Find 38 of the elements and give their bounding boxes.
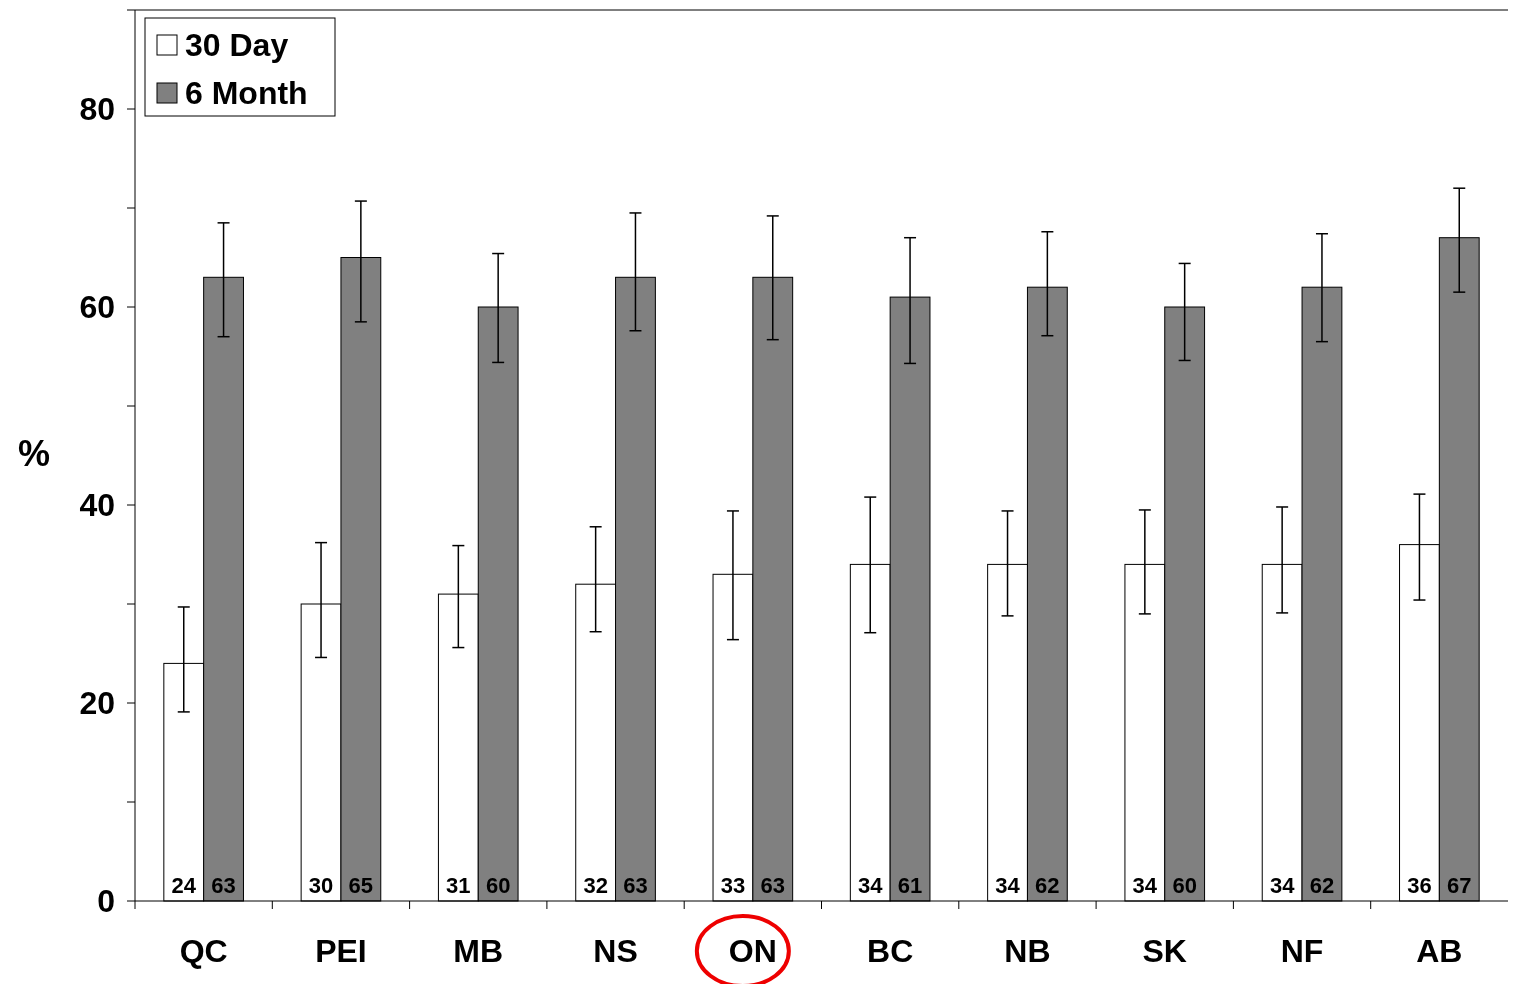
x-tick-label: NF bbox=[1280, 933, 1324, 969]
data-label: 24 bbox=[171, 873, 197, 898]
data-label: 61 bbox=[897, 873, 923, 898]
x-tick-label: ON bbox=[728, 933, 777, 969]
x-tick-label: BC bbox=[867, 933, 914, 969]
x-tick-label: AB bbox=[1416, 933, 1463, 969]
y-tick-label: 0 bbox=[97, 883, 115, 920]
data-label: 34 bbox=[858, 873, 884, 898]
data-label: 60 bbox=[1172, 873, 1197, 898]
x-tick-label: MB bbox=[453, 933, 504, 969]
data-label: 63 bbox=[760, 873, 785, 898]
y-tick-label: 40 bbox=[79, 487, 115, 524]
data-label: 62 bbox=[1035, 873, 1060, 898]
x-tick-label: QC bbox=[179, 933, 228, 969]
data-label: 67 bbox=[1447, 873, 1472, 898]
x-tick-label: NB bbox=[1004, 933, 1051, 969]
data-label: 62 bbox=[1309, 873, 1335, 898]
data-label: 34 bbox=[995, 873, 1021, 898]
data-label: 63 bbox=[211, 873, 236, 898]
y-tick-label: 80 bbox=[79, 91, 115, 128]
y-tick-label: 20 bbox=[79, 685, 115, 722]
legend-label: 30 Day bbox=[185, 27, 289, 64]
y-axis-title: % bbox=[17, 432, 51, 474]
x-tick-label: NS bbox=[593, 933, 638, 969]
data-label: 30 bbox=[308, 873, 334, 898]
legend-label: 6 Month bbox=[185, 75, 308, 112]
data-label: 60 bbox=[485, 873, 511, 898]
x-tick-label: SK bbox=[1142, 933, 1187, 969]
data-label: 31 bbox=[446, 873, 471, 898]
data-label: 65 bbox=[348, 873, 374, 898]
data-label: 36 bbox=[1407, 873, 1432, 898]
data-label: 63 bbox=[623, 873, 648, 898]
x-tick-label: PEI bbox=[315, 933, 367, 969]
data-label: 32 bbox=[583, 873, 608, 898]
data-label: 34 bbox=[1132, 873, 1158, 898]
data-label: 33 bbox=[720, 873, 746, 898]
y-tick-label: 60 bbox=[79, 289, 115, 326]
data-label: 34 bbox=[1269, 873, 1296, 898]
